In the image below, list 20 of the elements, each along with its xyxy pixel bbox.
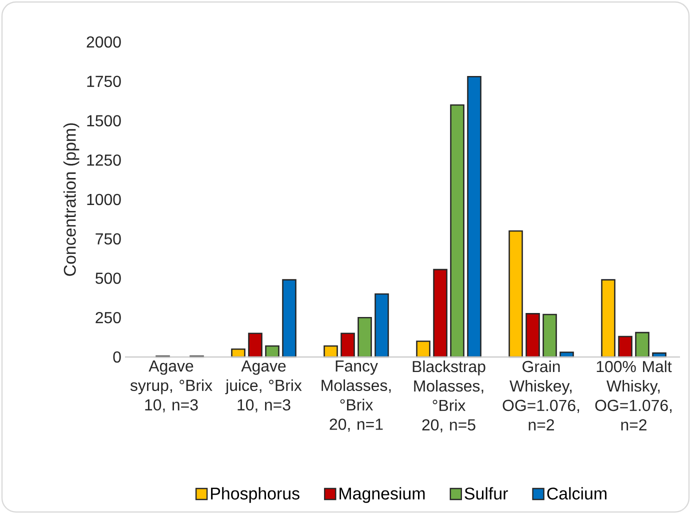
- y-tick-label: 250: [96, 312, 121, 324]
- legend-label: Phosphorus: [211, 487, 300, 503]
- legend-label: Calcium: [547, 487, 606, 500]
- x-tick-label: Agave juice, °Brix 10, n=3: [225, 360, 302, 412]
- y-axis-title: Concentration (ppm): [63, 123, 80, 276]
- x-tick-label: 100% Malt Whisky, OG=1.076, n=2: [595, 360, 672, 430]
- y-tick-label: 1750: [87, 76, 121, 88]
- legend-label: Sulfur: [464, 487, 508, 500]
- y-tick-label: 0: [113, 351, 121, 363]
- y-tick-label: 1000: [87, 194, 121, 206]
- x-tick-label: Grain Whiskey, OG=1.076, n=2: [502, 360, 580, 430]
- x-tick-label: Agave syrup, °Brix 10, n=3: [130, 360, 212, 412]
- legend-label: Magnesium: [340, 487, 425, 503]
- y-tick-label: 1250: [87, 154, 121, 166]
- y-tick-label: 750: [96, 233, 121, 245]
- y-tick-label: 1500: [87, 115, 121, 126]
- y-tick-label: 2000: [86, 36, 121, 48]
- x-tick-label: Blackstrap Molasses, °Brix 20, n=5: [412, 360, 486, 432]
- x-tick-label: Fancy Molasses, °Brix 20, n=1: [322, 360, 391, 432]
- y-tick-label: 500: [96, 272, 121, 284]
